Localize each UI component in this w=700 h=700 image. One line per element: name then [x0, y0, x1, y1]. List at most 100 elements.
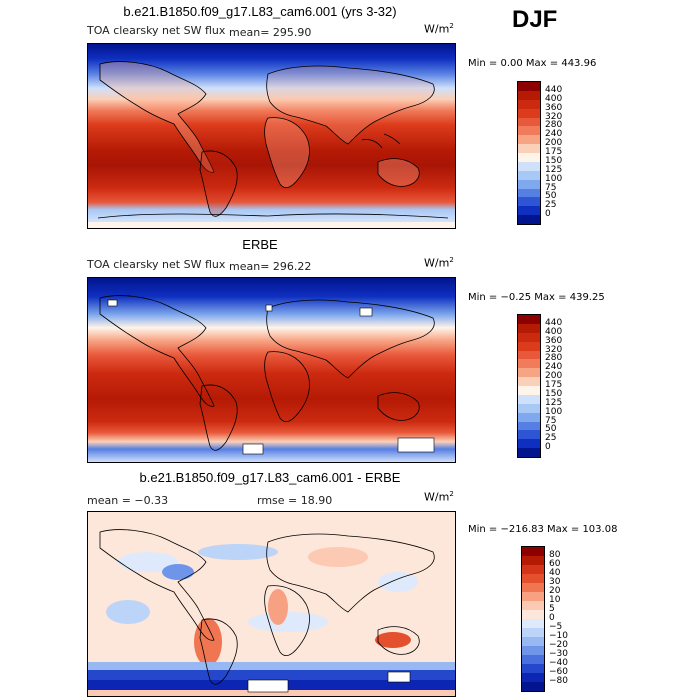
- colorbar-segment: [522, 574, 544, 583]
- panel1-minmax: Min = 0.00 Max = 443.96: [468, 58, 597, 69]
- colorbar-tick-label: 10: [549, 595, 561, 605]
- colorbar-segment: [518, 386, 540, 395]
- colorbar-segment: [518, 108, 540, 118]
- panel2-map-canvas: [88, 278, 455, 462]
- colorbar-tick-label: 320: [545, 111, 563, 122]
- panel2-colorbar-labels: 440 400 360 320 280 240 200 175 150 125 100 75 50 25 0: [545, 314, 585, 456]
- colorbar-segment: [522, 556, 544, 565]
- panel2-variable: TOA clearsky net SW flux: [87, 258, 226, 271]
- colorbar-tick-label: 150: [545, 388, 563, 399]
- panel3-colorbar: [521, 546, 545, 692]
- colorbar-tick-label: 200: [545, 371, 563, 382]
- panel1-units: W/m2: [424, 22, 454, 36]
- colorbar-segment: [518, 403, 540, 413]
- colorbar-tick-label: 175: [545, 147, 563, 157]
- colorbar-tick-label: 360: [545, 102, 563, 113]
- colorbar-segment: [518, 350, 540, 360]
- colorbar-segment: [522, 682, 544, 691]
- colorbar-segment: [522, 637, 544, 646]
- colorbar-tick-label: 80: [549, 550, 561, 560]
- colorbar-segment: [522, 655, 544, 664]
- colorbar-segment: [522, 610, 544, 619]
- colorbar-segment: [522, 547, 544, 556]
- colorbar-segment: [522, 673, 544, 682]
- colorbar-segment: [518, 82, 540, 91]
- colorbar-tick-label: 125: [545, 397, 563, 408]
- panel3-map-canvas: [88, 512, 455, 696]
- panel1-variable: TOA clearsky net SW flux: [87, 24, 226, 37]
- colorbar-tick-label: 280: [545, 353, 563, 364]
- colorbar-segment: [522, 646, 544, 655]
- colorbar-tick-label: −80: [549, 676, 568, 686]
- panel1-colorbar-labels: 440 400 360 320 280 240 200 175 150 125 100 75 50 25 0: [545, 81, 585, 223]
- colorbar-segment: [518, 421, 540, 431]
- panel1-coastlines: [97, 61, 449, 219]
- colorbar-tick-label: 25: [545, 433, 557, 444]
- panel2-title: ERBE: [242, 237, 278, 252]
- colorbar-tick-label: −60: [549, 667, 568, 677]
- colorbar-tick-label: 50: [545, 191, 557, 202]
- panel3-minmax: Min = −216.83 Max = 103.08: [468, 524, 618, 535]
- colorbar-tick-label: 125: [545, 164, 563, 175]
- colorbar-segment: [522, 664, 544, 673]
- colorbar-tick-label: 400: [545, 93, 563, 104]
- colorbar-tick-label: 5: [549, 604, 555, 614]
- panel2-units: W/m2: [424, 256, 454, 270]
- colorbar-tick-label: 0: [549, 613, 555, 623]
- panel3-anomalies: [106, 544, 418, 666]
- colorbar-tick-label: −5: [549, 622, 563, 632]
- colorbar-segment: [518, 90, 540, 100]
- panel3-mean: mean = −0.33: [87, 494, 169, 507]
- colorbar-tick-label: 240: [545, 362, 563, 373]
- panel3-rmse: rmse = 18.90: [257, 494, 333, 507]
- colorbar-tick-label: 75: [545, 182, 557, 193]
- colorbar-segment: [522, 592, 544, 601]
- colorbar-tick-label: 50: [545, 424, 557, 435]
- colorbar-segment: [518, 412, 540, 422]
- colorbar-tick-label: 25: [545, 200, 557, 211]
- panel3-colorbar-labels: 80 60 40 30 20 10 5 0 −5 −10 −20 −30 −40 −60 −80: [549, 546, 589, 690]
- panel2-minmax: Min = −0.25 Max = 439.25: [468, 292, 605, 303]
- colorbar-tick-label: −20: [549, 640, 568, 650]
- colorbar-tick-label: 200: [545, 138, 563, 149]
- panel3-map: [87, 511, 456, 697]
- panel2-mean: mean= 296.22: [229, 260, 312, 273]
- panel1-mean: mean= 295.90: [229, 26, 312, 39]
- colorbar-segment: [518, 215, 540, 224]
- colorbar-segment: [518, 206, 540, 216]
- colorbar-tick-label: 360: [545, 335, 563, 346]
- colorbar-segment: [518, 439, 540, 449]
- colorbar-tick-label: 320: [545, 344, 563, 355]
- colorbar-tick-label: 75: [545, 415, 557, 426]
- colorbar-segment: [518, 323, 540, 333]
- colorbar-tick-label: 240: [545, 129, 563, 140]
- colorbar-segment: [518, 170, 540, 180]
- colorbar-tick-label: 0: [545, 209, 551, 220]
- panel1-map: [87, 43, 456, 229]
- colorbar-segment: [518, 99, 540, 109]
- colorbar-segment: [518, 359, 540, 369]
- panel2-map: [87, 277, 456, 463]
- colorbar-segment: [518, 315, 540, 324]
- colorbar-segment: [518, 341, 540, 351]
- colorbar-segment: [518, 377, 540, 386]
- colorbar-segment: [518, 394, 540, 404]
- colorbar-segment: [518, 153, 540, 162]
- panel1-map-canvas: [88, 44, 455, 228]
- colorbar-segment: [518, 188, 540, 198]
- colorbar-segment: [518, 161, 540, 171]
- colorbar-segment: [522, 583, 544, 592]
- colorbar-tick-label: 440: [545, 84, 563, 95]
- colorbar-tick-label: 400: [545, 326, 563, 337]
- colorbar-tick-label: 60: [549, 559, 561, 569]
- colorbar-segment: [518, 144, 540, 153]
- colorbar-tick-label: 150: [545, 155, 563, 166]
- colorbar-tick-label: 100: [545, 173, 563, 184]
- colorbar-segment: [518, 179, 540, 189]
- season-label: DJF: [512, 6, 558, 33]
- colorbar-segment: [518, 332, 540, 342]
- panel3-units: W/m2: [424, 490, 454, 504]
- panel2-coastlines: [99, 295, 435, 451]
- colorbar-tick-label: 100: [545, 406, 563, 417]
- colorbar-tick-label: 30: [549, 577, 561, 587]
